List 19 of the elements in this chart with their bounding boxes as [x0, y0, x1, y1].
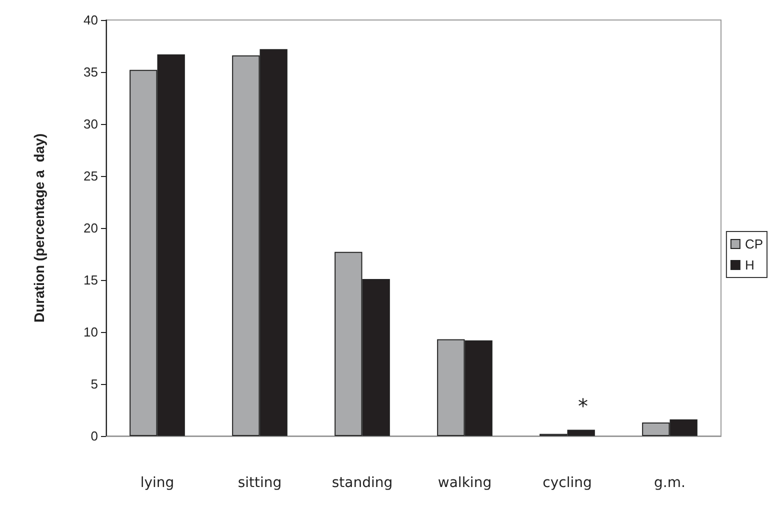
y-tick-label: 25: [84, 168, 98, 184]
y-tick-label: 40: [84, 12, 98, 28]
x-tick-label: g.m.: [654, 475, 686, 491]
y-axis-title: Duration (percentage a day): [31, 133, 47, 323]
x-tick-label: sitting: [238, 475, 282, 491]
y-tick-label: 35: [84, 64, 98, 80]
legend-label: H: [744, 258, 754, 272]
x-tick-label: cycling: [542, 475, 592, 491]
annotation: *: [578, 394, 588, 418]
x-tick-label: lying: [140, 475, 174, 491]
y-tick-label: 30: [84, 116, 98, 132]
x-tick-label: walking: [438, 475, 492, 491]
y-tick-label: 20: [84, 220, 98, 236]
x-tick-label: standing: [332, 475, 393, 491]
y-tick-label: 5: [90, 376, 98, 392]
y-tick-label: 0: [90, 428, 98, 444]
y-tick-label: 15: [84, 272, 98, 288]
y-tick-label: 10: [84, 324, 98, 340]
legend-label: CP: [744, 236, 764, 252]
